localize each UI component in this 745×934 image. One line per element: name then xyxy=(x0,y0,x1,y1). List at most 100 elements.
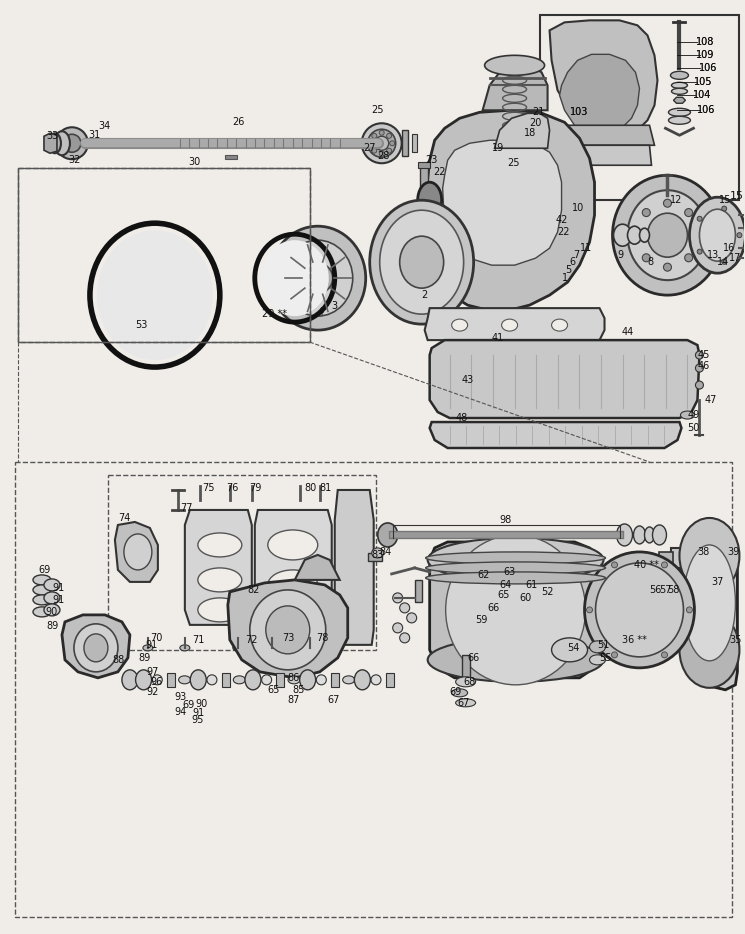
Bar xyxy=(108,475,375,650)
Text: 21: 21 xyxy=(533,107,545,118)
Ellipse shape xyxy=(671,89,688,94)
Text: 75: 75 xyxy=(202,483,215,493)
Text: 54: 54 xyxy=(568,643,580,653)
Text: 8: 8 xyxy=(647,257,653,267)
Circle shape xyxy=(612,652,618,658)
Ellipse shape xyxy=(668,116,691,124)
Bar xyxy=(331,672,339,686)
Circle shape xyxy=(642,254,650,262)
Text: 4: 4 xyxy=(318,307,324,318)
Text: 86: 86 xyxy=(288,672,300,683)
Text: 49: 49 xyxy=(688,410,700,420)
Ellipse shape xyxy=(44,579,60,591)
Ellipse shape xyxy=(679,518,740,594)
Text: 84: 84 xyxy=(380,547,392,557)
Text: 33: 33 xyxy=(46,132,58,141)
Text: 3: 3 xyxy=(332,301,338,311)
Ellipse shape xyxy=(614,224,632,247)
Ellipse shape xyxy=(198,568,242,592)
Text: 74: 74 xyxy=(118,513,130,523)
Polygon shape xyxy=(295,555,340,580)
Text: 25: 25 xyxy=(507,158,520,168)
Ellipse shape xyxy=(267,644,277,651)
Ellipse shape xyxy=(689,197,745,273)
Ellipse shape xyxy=(74,624,118,672)
Circle shape xyxy=(63,134,81,152)
Text: 7: 7 xyxy=(574,250,580,261)
Text: 82: 82 xyxy=(248,585,260,595)
Text: 90: 90 xyxy=(45,607,57,616)
Text: 57: 57 xyxy=(659,585,672,595)
Circle shape xyxy=(633,232,641,239)
Ellipse shape xyxy=(641,568,650,576)
Ellipse shape xyxy=(372,548,384,558)
Text: 77: 77 xyxy=(180,503,192,513)
Ellipse shape xyxy=(446,535,586,685)
Circle shape xyxy=(390,141,395,146)
Text: 34: 34 xyxy=(98,121,110,132)
Ellipse shape xyxy=(270,226,366,330)
Ellipse shape xyxy=(639,228,650,242)
Circle shape xyxy=(685,208,693,217)
Text: 44: 44 xyxy=(621,327,634,337)
Text: 61: 61 xyxy=(525,580,538,590)
Circle shape xyxy=(694,232,702,239)
Ellipse shape xyxy=(33,575,51,585)
Ellipse shape xyxy=(683,545,735,661)
Text: 10: 10 xyxy=(571,204,584,213)
Polygon shape xyxy=(559,54,639,134)
Bar xyxy=(671,548,703,568)
Text: 70: 70 xyxy=(150,633,162,643)
Ellipse shape xyxy=(617,524,633,546)
Ellipse shape xyxy=(97,230,213,361)
Circle shape xyxy=(317,675,326,685)
Ellipse shape xyxy=(425,552,606,564)
Bar xyxy=(386,672,393,686)
Bar xyxy=(276,672,285,686)
Ellipse shape xyxy=(595,563,683,657)
Ellipse shape xyxy=(612,176,723,295)
Polygon shape xyxy=(548,125,655,146)
Text: 66: 66 xyxy=(488,602,500,613)
Text: 32: 32 xyxy=(68,155,80,165)
Circle shape xyxy=(379,130,384,135)
Text: 81: 81 xyxy=(320,483,332,493)
Ellipse shape xyxy=(267,530,318,559)
Text: 15: 15 xyxy=(729,191,744,201)
Text: 108: 108 xyxy=(697,37,714,48)
Circle shape xyxy=(662,652,668,658)
Text: 79: 79 xyxy=(249,483,261,493)
Ellipse shape xyxy=(380,210,463,314)
Text: 85: 85 xyxy=(293,685,305,695)
Circle shape xyxy=(399,633,410,643)
Polygon shape xyxy=(483,65,548,110)
Circle shape xyxy=(695,364,703,372)
Polygon shape xyxy=(682,556,738,690)
Text: 108: 108 xyxy=(697,37,714,48)
Text: 14: 14 xyxy=(717,257,729,267)
Text: 76: 76 xyxy=(226,483,238,493)
Circle shape xyxy=(152,675,162,685)
Text: 97: 97 xyxy=(146,667,158,677)
Text: 78: 78 xyxy=(316,633,328,643)
Text: 19: 19 xyxy=(492,143,504,153)
Text: 89: 89 xyxy=(138,653,150,663)
Text: 48: 48 xyxy=(456,413,468,423)
Text: 89: 89 xyxy=(46,621,58,630)
Text: 42: 42 xyxy=(556,215,568,225)
Ellipse shape xyxy=(343,676,355,684)
Ellipse shape xyxy=(627,226,641,244)
Polygon shape xyxy=(115,522,158,582)
Ellipse shape xyxy=(679,612,740,687)
Circle shape xyxy=(695,381,703,389)
Ellipse shape xyxy=(418,182,442,219)
Ellipse shape xyxy=(648,568,659,576)
Text: 91: 91 xyxy=(52,595,64,605)
Ellipse shape xyxy=(711,546,732,573)
Text: 27: 27 xyxy=(364,143,376,153)
Text: 80: 80 xyxy=(305,483,317,493)
Ellipse shape xyxy=(44,592,60,604)
Ellipse shape xyxy=(33,595,51,605)
Ellipse shape xyxy=(245,670,261,690)
Text: 94: 94 xyxy=(175,707,187,716)
